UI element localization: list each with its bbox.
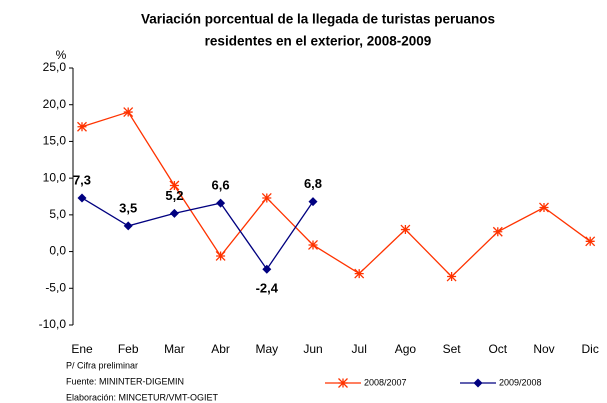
- x-tick-label: Feb: [118, 342, 139, 356]
- x-tick-label: Ene: [71, 342, 93, 356]
- marker: [308, 197, 318, 207]
- x-tick-label: Ago: [395, 342, 417, 356]
- x-tick-label: Dic: [582, 342, 599, 356]
- legend-label: 2009/2008: [499, 377, 542, 387]
- marker: [539, 202, 549, 213]
- chart-title: Variación porcentual de la llegada de tu…: [141, 12, 495, 27]
- marker: [169, 180, 180, 191]
- x-tick-label: Jun: [303, 342, 322, 356]
- marker: [446, 271, 457, 282]
- marker: [77, 121, 87, 132]
- x-tick-label: Nov: [533, 342, 554, 356]
- value-label: 6,6: [212, 178, 230, 193]
- y-tick-label: 20,0: [43, 97, 67, 111]
- marker: [123, 221, 133, 231]
- x-tick-label: Jul: [352, 342, 367, 356]
- series-line: [81, 111, 591, 278]
- series-line: [81, 197, 314, 271]
- y-tick-label: 10,0: [43, 170, 67, 184]
- legend-marker: [473, 378, 483, 388]
- marker: [216, 198, 226, 208]
- marker: [354, 268, 365, 279]
- y-tick-label: -10,0: [39, 317, 67, 331]
- value-label: 5,2: [165, 188, 183, 203]
- value-label: 3,5: [119, 200, 137, 215]
- y-axis-label: %: [56, 48, 67, 62]
- footnote: Elaboración: MINCETUR/VMT-OGIET: [66, 392, 219, 402]
- marker: [261, 193, 272, 203]
- y-tick-label: 15,0: [43, 134, 67, 148]
- x-tick-label: Abr: [211, 342, 230, 356]
- marker: [400, 224, 411, 235]
- value-label: 6,8: [304, 176, 322, 191]
- marker: [492, 226, 503, 237]
- x-tick-label: Set: [443, 342, 462, 356]
- marker: [585, 236, 596, 247]
- y-tick-label: 25,0: [43, 60, 67, 74]
- marker: [262, 264, 272, 274]
- y-tick-label: 0,0: [49, 244, 66, 258]
- x-tick-label: Mar: [164, 342, 185, 356]
- x-tick-label: Oct: [488, 342, 507, 356]
- value-label: 7,3: [73, 172, 91, 187]
- x-tick-label: May: [255, 342, 278, 356]
- y-tick-label: -5,0: [45, 280, 66, 294]
- marker: [215, 251, 226, 261]
- y-tick-label: 5,0: [49, 207, 66, 221]
- chart-title: residentes en el exterior, 2008-2009: [205, 34, 432, 49]
- footnote: Fuente: MININTER-DIGEMIN: [66, 376, 184, 386]
- marker: [308, 240, 318, 250]
- marker: [77, 193, 87, 203]
- legend-label: 2008/2007: [364, 377, 407, 387]
- legend-marker: [338, 378, 348, 388]
- footnote: P/ Cifra preliminar: [66, 360, 138, 370]
- value-label: -2,4: [256, 281, 279, 296]
- marker: [169, 208, 179, 218]
- marker: [123, 107, 134, 118]
